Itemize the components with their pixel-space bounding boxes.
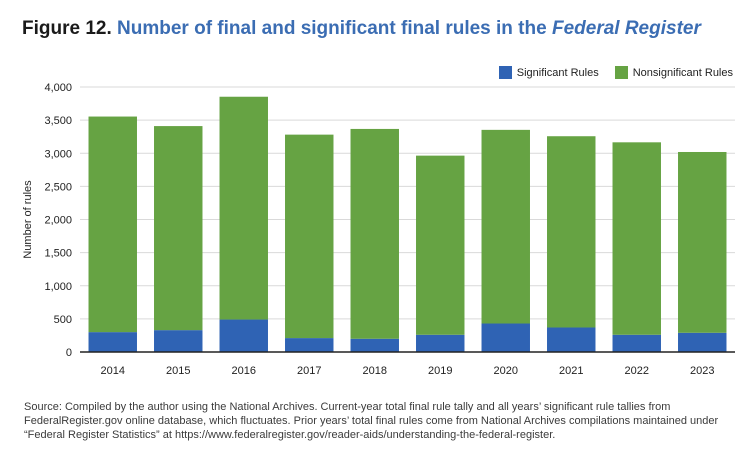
x-tick-label: 2017 (297, 365, 321, 377)
y-axis-label: Number of rules (22, 180, 34, 259)
x-tick-label: 2021 (559, 365, 583, 377)
bar-significant (219, 319, 268, 352)
x-tick-label: 2015 (166, 365, 190, 377)
bar-significant (678, 332, 727, 352)
x-tick-label: 2018 (363, 365, 387, 377)
y-tick-label: 0 (66, 347, 72, 359)
x-tick-label: 2019 (428, 365, 452, 377)
legend-item-nonsignificant: Nonsignificant Rules (614, 66, 733, 79)
y-tick-label: 500 (54, 314, 72, 326)
y-tick-label: 3,000 (44, 148, 72, 160)
y-tick-label: 1,500 (44, 248, 72, 260)
bar-significant (285, 338, 334, 352)
legend-item-significant: Significant Rules (498, 66, 599, 79)
bar-nonsignificant (678, 151, 727, 333)
chart-title: Figure 12. Number of final and significa… (22, 18, 701, 40)
bar-significant (350, 338, 399, 352)
bar-nonsignificant (416, 155, 465, 335)
legend-label-nonsignificant: Nonsignificant Rules (632, 66, 733, 79)
bar-nonsignificant (481, 129, 530, 324)
bar-significant (88, 332, 137, 352)
bar-significant (612, 334, 661, 352)
y-tick-label: 2,500 (44, 181, 72, 193)
bar-significant (481, 323, 530, 352)
y-axis-ticks: 0 500 1,000 1,500 2,000 2,500 3,000 3,500 4,000 (44, 82, 72, 359)
figure-number: Figure 12. (22, 18, 112, 39)
bar-significant (416, 334, 465, 352)
x-tick-label: 2022 (625, 365, 649, 377)
bar-nonsignificant (285, 134, 334, 339)
bar-nonsignificant (350, 128, 399, 339)
x-tick-label: 2016 (232, 365, 256, 377)
y-tick-label: 1,000 (44, 281, 72, 293)
bar-nonsignificant (612, 142, 661, 335)
bar-significant (547, 327, 596, 352)
bar-nonsignificant (88, 116, 137, 333)
legend: Significant Rules Nonsignificant Rules (483, 66, 733, 79)
legend-swatch-significant (498, 66, 512, 79)
bar-chart: 05001,0001,5002,0002,5003,0003,5004,000 … (22, 82, 735, 377)
y-tick-label: 3,500 (44, 115, 72, 127)
source-note: Source: Compiled by the author using the… (24, 401, 719, 441)
x-tick-label: 2023 (690, 365, 714, 377)
x-tick-label: 2014 (101, 365, 125, 377)
title-text: Number of final and significant final ru… (117, 18, 547, 39)
y-tick-label: 2,000 (44, 215, 72, 227)
y-tick-label: 4,000 (44, 82, 72, 94)
bar-nonsignificant (219, 96, 268, 320)
legend-swatch-nonsignificant (614, 66, 628, 79)
bar-nonsignificant (154, 126, 203, 331)
title-emphasis: Federal Register (551, 18, 701, 39)
x-tick-label: 2020 (494, 365, 518, 377)
bar-nonsignificant (547, 136, 596, 328)
bar-significant (154, 330, 203, 352)
bars (88, 96, 727, 352)
x-axis-ticks: 2014 2015 2016 2017 2018 2019 2020 2021 2022 2023 (101, 365, 715, 377)
legend-label-significant: Significant Rules (516, 66, 599, 79)
